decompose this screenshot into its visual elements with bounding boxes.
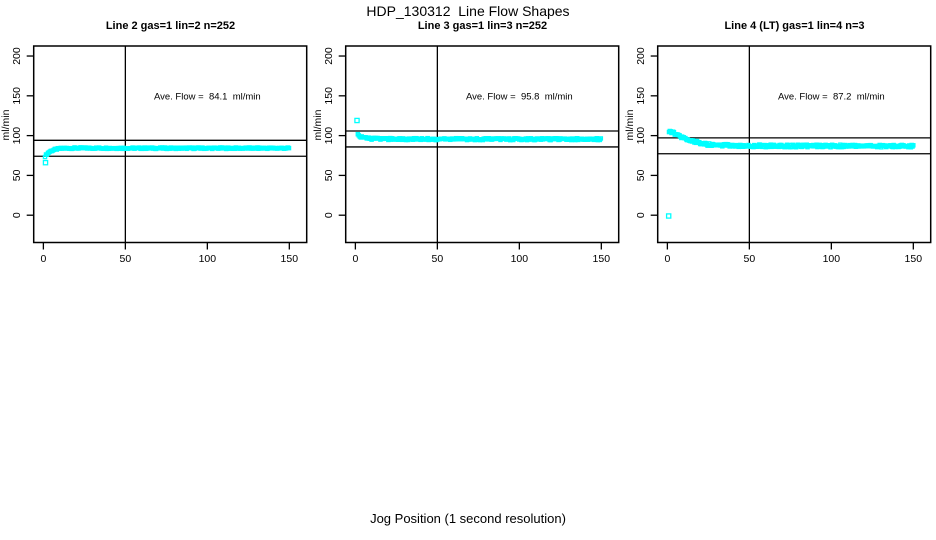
x-tick-label: 50	[120, 253, 132, 265]
x-axis: 0 50 100 150	[664, 242, 923, 265]
figure-title: HDP_130312 Line Flow Shapes	[366, 3, 570, 19]
x-axis: 0 50 100 150	[40, 242, 299, 265]
x-tick-label: 50	[744, 253, 756, 265]
y-axis: 0 50 100 150 200 ml/min	[0, 47, 34, 218]
y-tick-label: 200	[323, 47, 335, 65]
plot-frame	[344, 45, 620, 244]
ave-flow-annotation: Ave. Flow = 87.2 ml/min	[778, 91, 885, 102]
plot-frame	[32, 45, 308, 244]
y-tick-label: 50	[635, 169, 647, 181]
plot-line-4: 0 50 100 150 0 50 100 150 200 ml/min Ave. Flow = 8…	[624, 45, 932, 265]
plot-frame	[656, 45, 932, 244]
x-tick-label: 0	[664, 253, 670, 265]
x-tick-label: 0	[352, 253, 358, 265]
y-tick-label: 50	[11, 169, 23, 181]
reference-lines	[345, 46, 619, 243]
y-tick-label: 200	[635, 47, 647, 65]
y-axis: 0 50 100 150 200 ml/min	[624, 47, 658, 218]
panel-title-line-3: Line 3 gas=1 lin=3 n=252	[417, 20, 548, 32]
x-axis: 0 50 100 150	[352, 242, 611, 265]
y-tick-label: 150	[323, 87, 335, 105]
y-tick-label: 100	[323, 127, 335, 145]
x-tick-label: 100	[199, 253, 217, 265]
plot-line-2: 0 50 100 150 0 50 100 150 200 ml/min Ave. Flow = 8…	[0, 45, 308, 265]
y-axis: 0 50 100 150 200 ml/min	[312, 47, 346, 218]
x-axis-label: Jog Position (1 second resolution)	[370, 511, 566, 526]
x-tick-label: 100	[511, 253, 529, 265]
panel-title-line-2: Line 2 gas=1 lin=2 n=252	[105, 20, 236, 32]
ave-flow-annotation: Ave. Flow = 84.1 ml/min	[154, 91, 261, 102]
x-tick-label: 150	[593, 253, 611, 265]
panel-line-4: Line 4 (LT) gas=1 lin=4 n=3 0 50 100 150 0 50…	[624, 0, 936, 285]
data-points	[42, 145, 292, 166]
panel-line-2: Line 2 gas=1 lin=2 n=252 0 50 100 150 0 50 100…	[0, 0, 312, 285]
y-tick-label: 0	[11, 212, 23, 218]
y-tick-label: 200	[11, 47, 23, 65]
y-tick-label: 100	[11, 127, 23, 145]
x-tick-label: 50	[432, 253, 444, 265]
x-tick-label: 100	[823, 253, 841, 265]
panel-line-3: Line 3 gas=1 lin=3 n=252 0 50 100 150 0 50 100…	[312, 0, 624, 285]
data-points	[354, 117, 604, 143]
x-tick-label: 150	[905, 253, 923, 265]
y-tick-label: 50	[323, 169, 335, 181]
y-axis-title: ml/min	[624, 109, 636, 140]
y-tick-label: 100	[635, 127, 647, 145]
y-axis-title: ml/min	[0, 109, 12, 140]
plot-line-3: 0 50 100 150 0 50 100 150 200 ml/min Ave. Flow = 9…	[312, 45, 620, 265]
y-axis-title: ml/min	[312, 109, 324, 140]
y-tick-label: 0	[635, 212, 647, 218]
ave-flow-annotation: Ave. Flow = 95.8 ml/min	[466, 91, 573, 102]
reference-lines	[33, 46, 307, 243]
y-tick-label: 0	[323, 212, 335, 218]
x-tick-label: 150	[281, 253, 299, 265]
x-tick-label: 0	[40, 253, 46, 265]
y-tick-label: 150	[11, 87, 23, 105]
panel-title-line-4: Line 4 (LT) gas=1 lin=4 n=3	[724, 20, 865, 32]
y-tick-label: 150	[635, 87, 647, 105]
data-points	[665, 128, 916, 219]
